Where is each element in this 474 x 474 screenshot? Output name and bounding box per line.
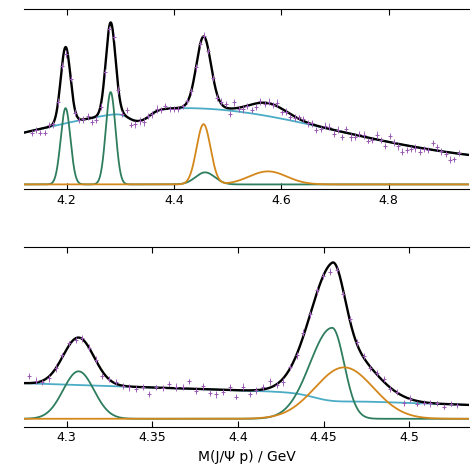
X-axis label: M(J/Ψ p) / GeV: M(J/Ψ p) / GeV <box>198 450 295 464</box>
